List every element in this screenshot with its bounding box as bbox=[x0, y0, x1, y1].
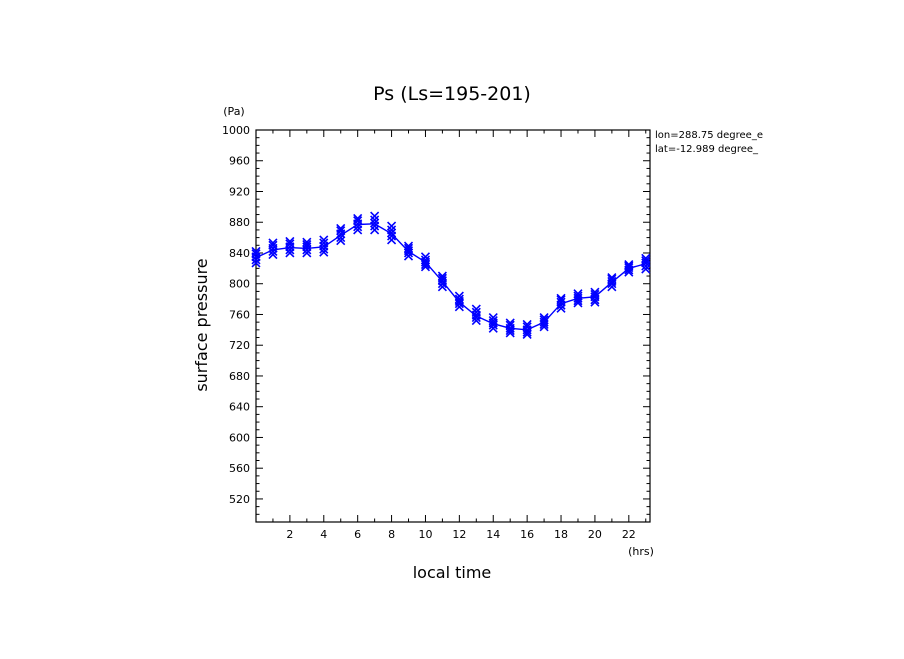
data-marker bbox=[251, 249, 261, 259]
data-marker bbox=[454, 291, 464, 301]
data-marker bbox=[556, 297, 566, 307]
y-tick-label: 560 bbox=[229, 462, 250, 475]
data-marker bbox=[522, 319, 532, 330]
x-tick-label: 12 bbox=[452, 528, 466, 541]
data-marker bbox=[302, 237, 312, 247]
data-marker bbox=[353, 216, 363, 226]
data-marker bbox=[607, 276, 617, 286]
data-marker bbox=[403, 241, 414, 251]
data-marker bbox=[387, 235, 397, 245]
data-marker bbox=[573, 289, 583, 299]
x-tick-label: 20 bbox=[588, 528, 602, 541]
data-marker bbox=[590, 287, 600, 297]
y-tick-label: 920 bbox=[229, 185, 250, 198]
y-tick-label: 600 bbox=[229, 431, 250, 444]
data-marker bbox=[556, 293, 566, 303]
marker-layer bbox=[251, 211, 651, 340]
axes-layer: 520 560 600 640 680 720 760 800 840 880 920 960 1000… bbox=[222, 124, 651, 541]
x-tick-label: 14 bbox=[486, 528, 500, 541]
data-marker bbox=[573, 291, 583, 301]
data-marker bbox=[624, 263, 634, 273]
plot-frame bbox=[255, 129, 651, 523]
y-tick-label: 960 bbox=[229, 155, 250, 168]
data-marker bbox=[488, 312, 498, 323]
data-marker bbox=[268, 238, 278, 248]
y-tick-label: 880 bbox=[229, 216, 250, 229]
x-tick-label: 8 bbox=[388, 528, 395, 541]
data-marker bbox=[336, 223, 346, 233]
data-marker bbox=[522, 322, 532, 332]
data-marker bbox=[454, 294, 464, 304]
data-marker bbox=[387, 221, 397, 231]
series-line bbox=[255, 223, 646, 331]
y-axis-unit: (Pa) bbox=[223, 105, 244, 118]
x-tick-label: 16 bbox=[520, 528, 534, 541]
x-tick-label: 10 bbox=[418, 528, 432, 541]
data-marker bbox=[420, 252, 431, 262]
data-marker bbox=[624, 261, 634, 271]
data-marker bbox=[539, 315, 549, 325]
data-marker bbox=[353, 213, 363, 223]
data-marker bbox=[403, 243, 414, 253]
data-marker bbox=[251, 246, 261, 257]
data-marker bbox=[319, 235, 329, 245]
y-tick-label: 680 bbox=[229, 370, 250, 383]
data-marker bbox=[607, 273, 617, 283]
data-marker bbox=[556, 295, 566, 305]
data-marker bbox=[539, 312, 549, 323]
data-marker bbox=[336, 236, 346, 246]
data-marker bbox=[336, 233, 346, 243]
y-tick-label: 520 bbox=[229, 493, 250, 506]
x-tick-label: 6 bbox=[354, 528, 361, 541]
y-tick-label: 720 bbox=[229, 339, 250, 352]
data-marker bbox=[641, 253, 651, 263]
data-marker bbox=[607, 274, 617, 284]
data-marker bbox=[590, 289, 600, 300]
data-marker bbox=[319, 238, 329, 248]
data-marker bbox=[505, 318, 515, 328]
data-marker bbox=[370, 225, 380, 235]
series-layer bbox=[255, 223, 646, 331]
data-marker bbox=[370, 211, 380, 221]
data-marker bbox=[505, 320, 515, 330]
x-axis-label: local time bbox=[413, 563, 492, 582]
x-tick-label: 2 bbox=[286, 528, 293, 541]
data-marker bbox=[437, 271, 447, 281]
x-tick-label: 4 bbox=[320, 528, 327, 541]
y-tick-label: 1000 bbox=[222, 124, 250, 137]
data-marker bbox=[370, 218, 380, 228]
y-axis-label: surface pressure bbox=[192, 258, 211, 391]
x-tick-label: 22 bbox=[622, 528, 636, 541]
annotation-lat: lat=-12.989 degree_ bbox=[655, 144, 759, 155]
annotation-lon: lon=288.75 degree_e bbox=[655, 130, 763, 141]
y-tick-label: 760 bbox=[229, 308, 250, 321]
y-tick-label: 800 bbox=[229, 278, 250, 291]
y-tick-label: 840 bbox=[229, 247, 250, 260]
chart-title: Ps (Ls=195-201) bbox=[373, 83, 531, 105]
data-marker bbox=[420, 255, 431, 265]
x-tick-label: 18 bbox=[554, 528, 568, 541]
x-axis-unit: (hrs) bbox=[628, 545, 654, 558]
data-marker bbox=[302, 239, 312, 250]
data-marker bbox=[370, 215, 380, 225]
data-marker bbox=[437, 273, 447, 283]
y-tick-label: 640 bbox=[229, 401, 250, 414]
data-marker bbox=[285, 236, 295, 247]
data-marker bbox=[268, 240, 278, 250]
data-marker bbox=[471, 304, 481, 314]
data-marker bbox=[387, 225, 397, 235]
data-marker bbox=[285, 239, 295, 249]
data-marker bbox=[336, 226, 346, 236]
data-marker bbox=[387, 228, 397, 238]
data-marker bbox=[471, 307, 481, 317]
data-marker bbox=[488, 316, 498, 326]
data-marker bbox=[641, 256, 651, 266]
data-marker bbox=[624, 259, 634, 270]
